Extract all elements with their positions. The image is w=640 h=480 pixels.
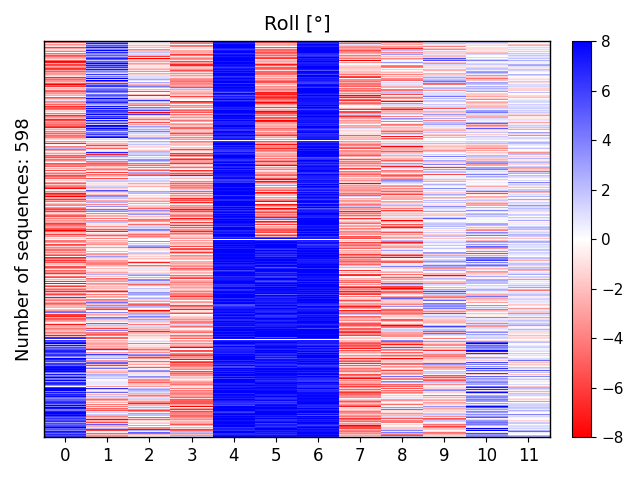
Y-axis label: Number of sequences: 598: Number of sequences: 598 [15, 118, 33, 361]
Title: Roll [°]: Roll [°] [264, 15, 330, 34]
